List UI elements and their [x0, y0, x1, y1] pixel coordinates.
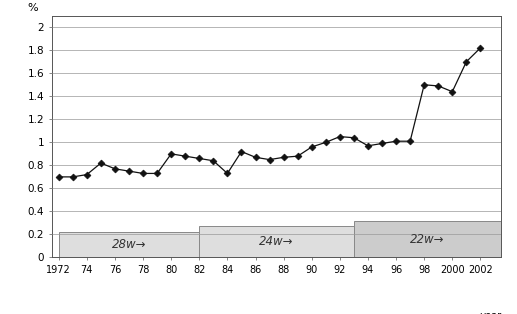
- Bar: [59, 232, 199, 257]
- Text: 24w→: 24w→: [260, 236, 294, 248]
- Text: 28w→: 28w→: [112, 238, 146, 251]
- Text: 22w→: 22w→: [410, 233, 445, 246]
- Bar: [199, 226, 354, 257]
- Bar: [354, 221, 501, 257]
- Text: %: %: [27, 3, 38, 13]
- Text: year: year: [480, 311, 501, 314]
